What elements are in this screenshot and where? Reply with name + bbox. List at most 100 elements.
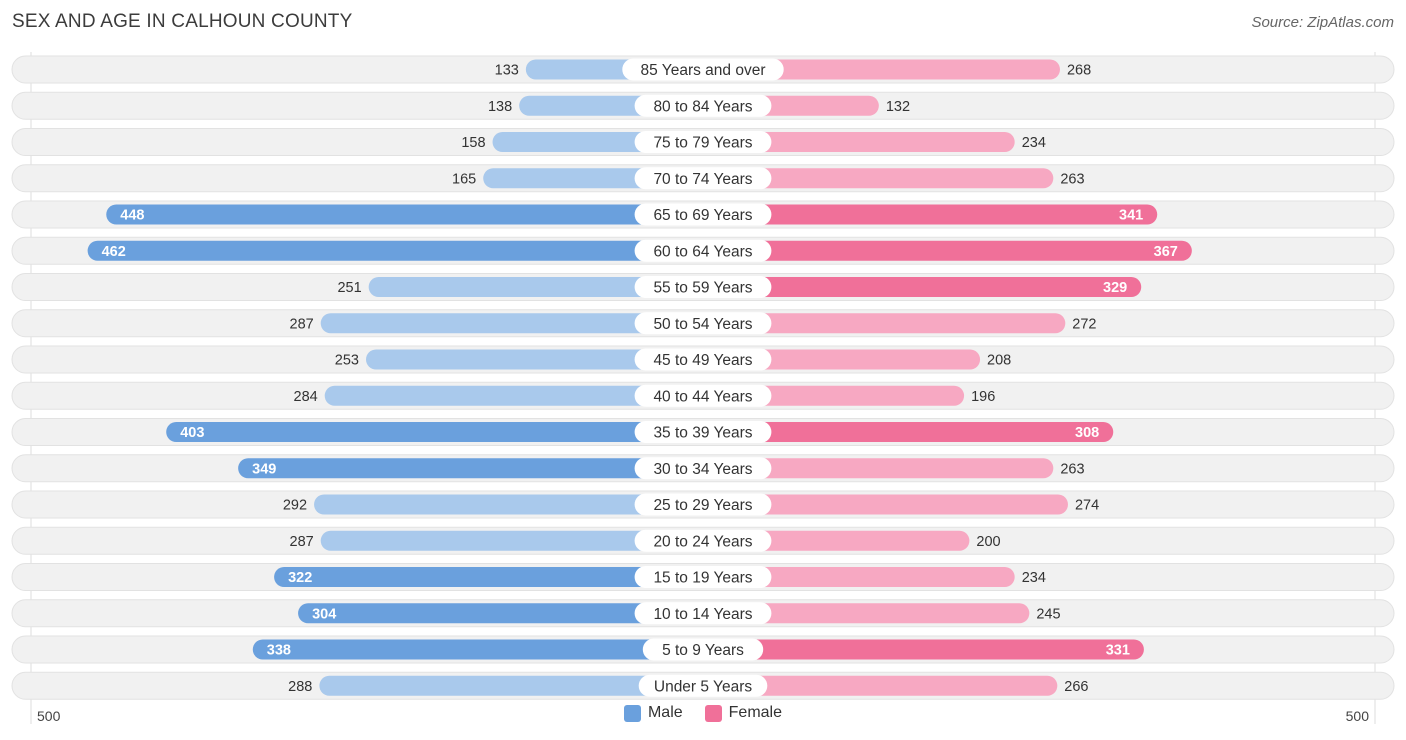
category-label: 75 to 79 Years — [653, 135, 752, 152]
category-label: 80 to 84 Years — [653, 98, 752, 115]
value-label-male: 349 — [252, 461, 276, 477]
bar-row: 35 to 39 Years 403 308 — [11, 418, 1395, 446]
bar-female — [693, 639, 1144, 660]
bar-male — [106, 204, 714, 225]
bar-row: 75 to 79 Years 158 234 — [11, 128, 1395, 156]
axis-tick-left: 500 — [37, 708, 61, 724]
category-label-pill — [622, 58, 784, 81]
category-label-pill — [634, 384, 772, 407]
bar-female — [693, 277, 1142, 297]
value-label-male: 448 — [120, 208, 144, 224]
value-label-female: 245 — [1036, 606, 1060, 622]
bar-female — [693, 132, 1015, 152]
value-label-female: 234 — [1022, 570, 1046, 586]
chart-source: Source: ZipAtlas.com — [1251, 14, 1394, 31]
bar-male — [238, 458, 713, 479]
legend-swatch-male — [623, 704, 641, 722]
bar-row: 60 to 64 Years 462 367 — [11, 236, 1395, 265]
category-label: 50 to 54 Years — [653, 316, 752, 333]
bar-row: 10 to 14 Years 304 245 — [11, 599, 1395, 628]
chart-legend: Male Female — [0, 704, 1406, 722]
bar-row: Under 5 Years 288 266 — [11, 671, 1395, 700]
value-label-female: 200 — [976, 534, 1000, 550]
value-label-male: 304 — [312, 606, 336, 622]
category-label-pill — [634, 457, 772, 480]
bar-row: 30 to 34 Years 349 263 — [11, 454, 1395, 483]
category-label-pill — [634, 348, 772, 371]
value-label-male: 287 — [290, 316, 314, 332]
legend-item-female[interactable]: Female — [704, 704, 783, 722]
value-label-female: 266 — [1064, 679, 1088, 695]
bar-row: 80 to 84 Years 138 132 — [11, 91, 1395, 120]
category-label: 65 to 69 Years — [653, 207, 752, 224]
bar-female — [693, 240, 1192, 261]
value-label-female: 196 — [971, 389, 995, 405]
bar-female — [693, 59, 1060, 80]
category-label: 60 to 64 Years — [653, 243, 752, 260]
bar-male — [320, 313, 713, 334]
category-label: Under 5 Years — [654, 678, 752, 695]
chart-title: SEX AND AGE IN CALHOUN COUNTY — [12, 11, 353, 32]
bar-row: 55 to 59 Years 251 329 — [11, 273, 1395, 301]
category-label: 25 to 29 Years — [653, 497, 752, 514]
bar-male — [166, 422, 714, 442]
category-label: 35 to 39 Years — [653, 425, 752, 442]
value-label-female: 308 — [1075, 425, 1099, 441]
value-label-male: 462 — [102, 244, 126, 260]
bar-row: 85 Years and over 133 268 — [11, 55, 1395, 84]
value-label-female: 234 — [1022, 135, 1046, 151]
category-label-pill — [634, 239, 772, 262]
bar-male — [320, 530, 713, 551]
value-label-male: 288 — [288, 679, 312, 695]
category-label-pill — [634, 566, 772, 588]
bar-row: 65 to 69 Years 448 341 — [11, 200, 1395, 229]
value-label-female: 268 — [1067, 63, 1091, 79]
axis-tick-right: 500 — [1346, 708, 1370, 724]
legend-swatch-female — [704, 704, 722, 722]
bar-male — [87, 240, 714, 261]
value-label-female: 263 — [1060, 171, 1084, 187]
bar-female — [693, 313, 1066, 334]
bar-male — [324, 385, 713, 406]
bar-male — [366, 349, 713, 370]
category-label-pill — [634, 203, 772, 226]
legend-item-male[interactable]: Male — [623, 704, 683, 722]
category-label-pill — [634, 94, 772, 117]
value-label-female: 208 — [987, 353, 1011, 369]
value-label-male: 322 — [288, 570, 312, 586]
value-label-female: 367 — [1154, 244, 1178, 260]
bar-female — [693, 675, 1058, 696]
bar-row: 20 to 24 Years 287 200 — [11, 526, 1395, 555]
category-label: 30 to 34 Years — [653, 461, 752, 478]
value-label-male: 133 — [495, 63, 519, 79]
bar-male — [274, 567, 713, 587]
value-label-male: 165 — [452, 171, 476, 187]
category-label-pill — [638, 674, 768, 697]
category-label-pill — [634, 167, 772, 190]
category-label-pill — [634, 131, 772, 153]
legend-label-male: Male — [647, 704, 683, 721]
bar-female — [693, 422, 1114, 442]
bar-male — [368, 277, 713, 297]
value-label-male: 138 — [488, 99, 512, 115]
value-label-female: 274 — [1075, 498, 1099, 514]
value-label-male: 253 — [335, 353, 359, 369]
category-label: 55 to 59 Years — [653, 280, 752, 297]
category-label: 85 Years and over — [641, 62, 766, 79]
value-label-female: 331 — [1106, 643, 1130, 659]
bar-male — [314, 494, 713, 515]
bar-row: 40 to 44 Years 284 196 — [11, 381, 1395, 410]
bar-row: 25 to 29 Years 292 274 — [11, 490, 1395, 519]
bar-female — [693, 494, 1068, 515]
category-label: 70 to 74 Years — [653, 171, 752, 188]
value-label-female: 263 — [1060, 461, 1084, 477]
category-label: 5 to 9 Years — [662, 642, 744, 659]
bar-male — [252, 639, 713, 660]
category-label-pill — [634, 312, 772, 335]
bar-female — [693, 603, 1030, 624]
bar-female — [693, 567, 1015, 587]
category-label: 40 to 44 Years — [653, 388, 752, 405]
legend-label-female: Female — [728, 704, 783, 721]
value-label-male: 287 — [290, 534, 314, 550]
